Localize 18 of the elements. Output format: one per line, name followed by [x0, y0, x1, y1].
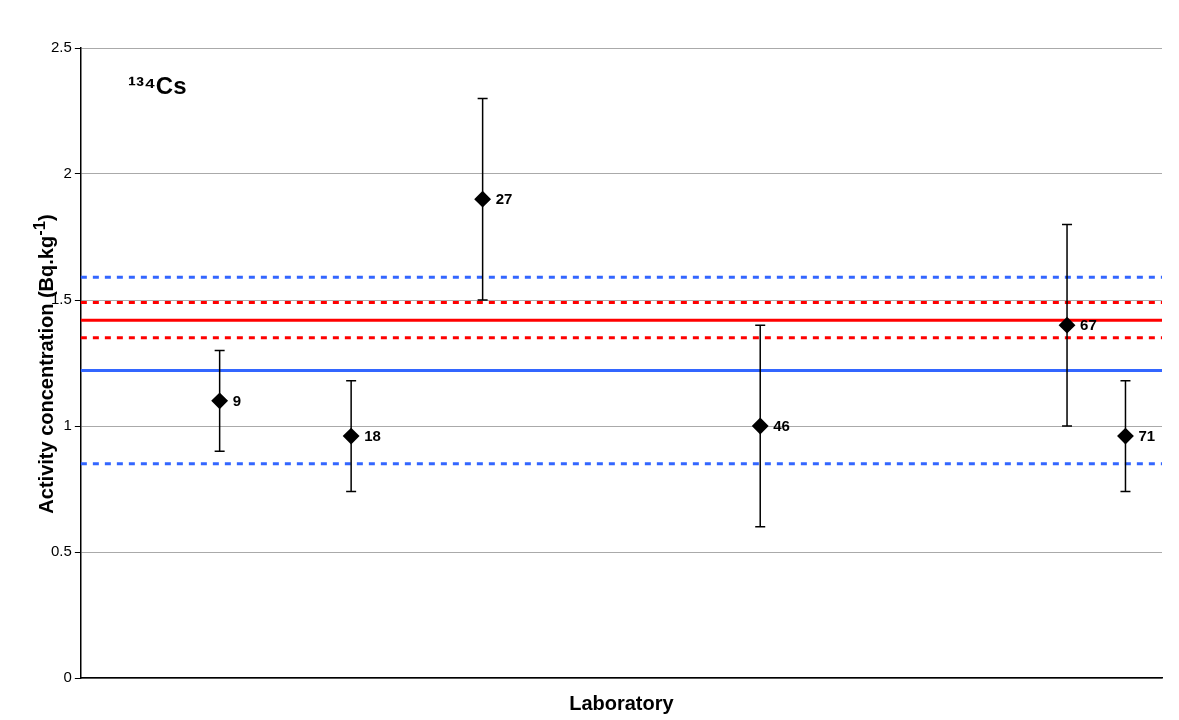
- point: [1059, 317, 1076, 334]
- x-axis-title: Laboratory: [569, 691, 675, 714]
- point: [211, 392, 228, 409]
- annotation: 18: [364, 427, 381, 445]
- point: [343, 428, 360, 445]
- point: [1117, 428, 1134, 445]
- point: [474, 191, 491, 208]
- y-tick-label: 0.5: [50, 542, 72, 560]
- annotation: 46: [773, 417, 790, 435]
- text: ¹³⁴Cs: [128, 72, 187, 100]
- annotation: 71: [1138, 427, 1156, 445]
- y-tick-label: 2.5: [50, 38, 72, 56]
- annotation: 27: [495, 190, 513, 208]
- annotation: 9: [232, 391, 241, 409]
- y-tick-label: 1: [63, 416, 72, 434]
- point: [752, 418, 769, 434]
- y-tick-label: 0: [63, 668, 72, 686]
- y-tick-label: 2: [63, 164, 72, 182]
